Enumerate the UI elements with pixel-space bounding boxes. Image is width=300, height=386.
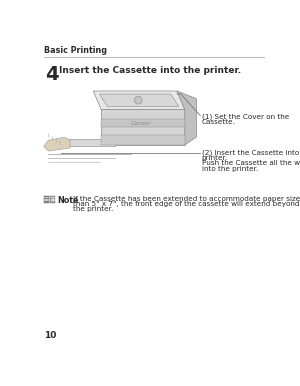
Text: Cassette.: Cassette. — [202, 120, 236, 125]
Text: If the Cassette has been extended to accommodate paper sizes larger: If the Cassette has been extended to acc… — [73, 196, 300, 202]
Text: Note: Note — [58, 196, 79, 205]
Text: Insert the Cassette into the printer.: Insert the Cassette into the printer. — [59, 66, 241, 74]
Polygon shape — [101, 135, 185, 145]
Text: printer.: printer. — [202, 155, 228, 161]
Text: into the printer.: into the printer. — [202, 166, 258, 172]
Text: than 5" x 7", the front edge of the cassette will extend beyond the front of: than 5" x 7", the front edge of the cass… — [73, 201, 300, 207]
Polygon shape — [61, 139, 115, 146]
Polygon shape — [44, 137, 70, 151]
Polygon shape — [100, 94, 178, 107]
Circle shape — [134, 96, 142, 104]
Text: 4: 4 — [45, 65, 59, 84]
Polygon shape — [93, 91, 185, 110]
Text: (1) Set the Cover on the: (1) Set the Cover on the — [202, 113, 289, 120]
Polygon shape — [101, 110, 185, 145]
Text: Basic Printing: Basic Printing — [44, 46, 107, 55]
Text: (2) Insert the Cassette into the: (2) Insert the Cassette into the — [202, 149, 300, 156]
Text: Canon: Canon — [130, 121, 151, 126]
Text: the printer.: the printer. — [73, 207, 113, 212]
Polygon shape — [177, 91, 197, 145]
Text: 10: 10 — [44, 331, 56, 340]
FancyBboxPatch shape — [44, 196, 49, 203]
Polygon shape — [101, 120, 185, 127]
FancyBboxPatch shape — [50, 196, 55, 203]
Text: Push the Cassette all the way: Push the Cassette all the way — [202, 160, 300, 166]
